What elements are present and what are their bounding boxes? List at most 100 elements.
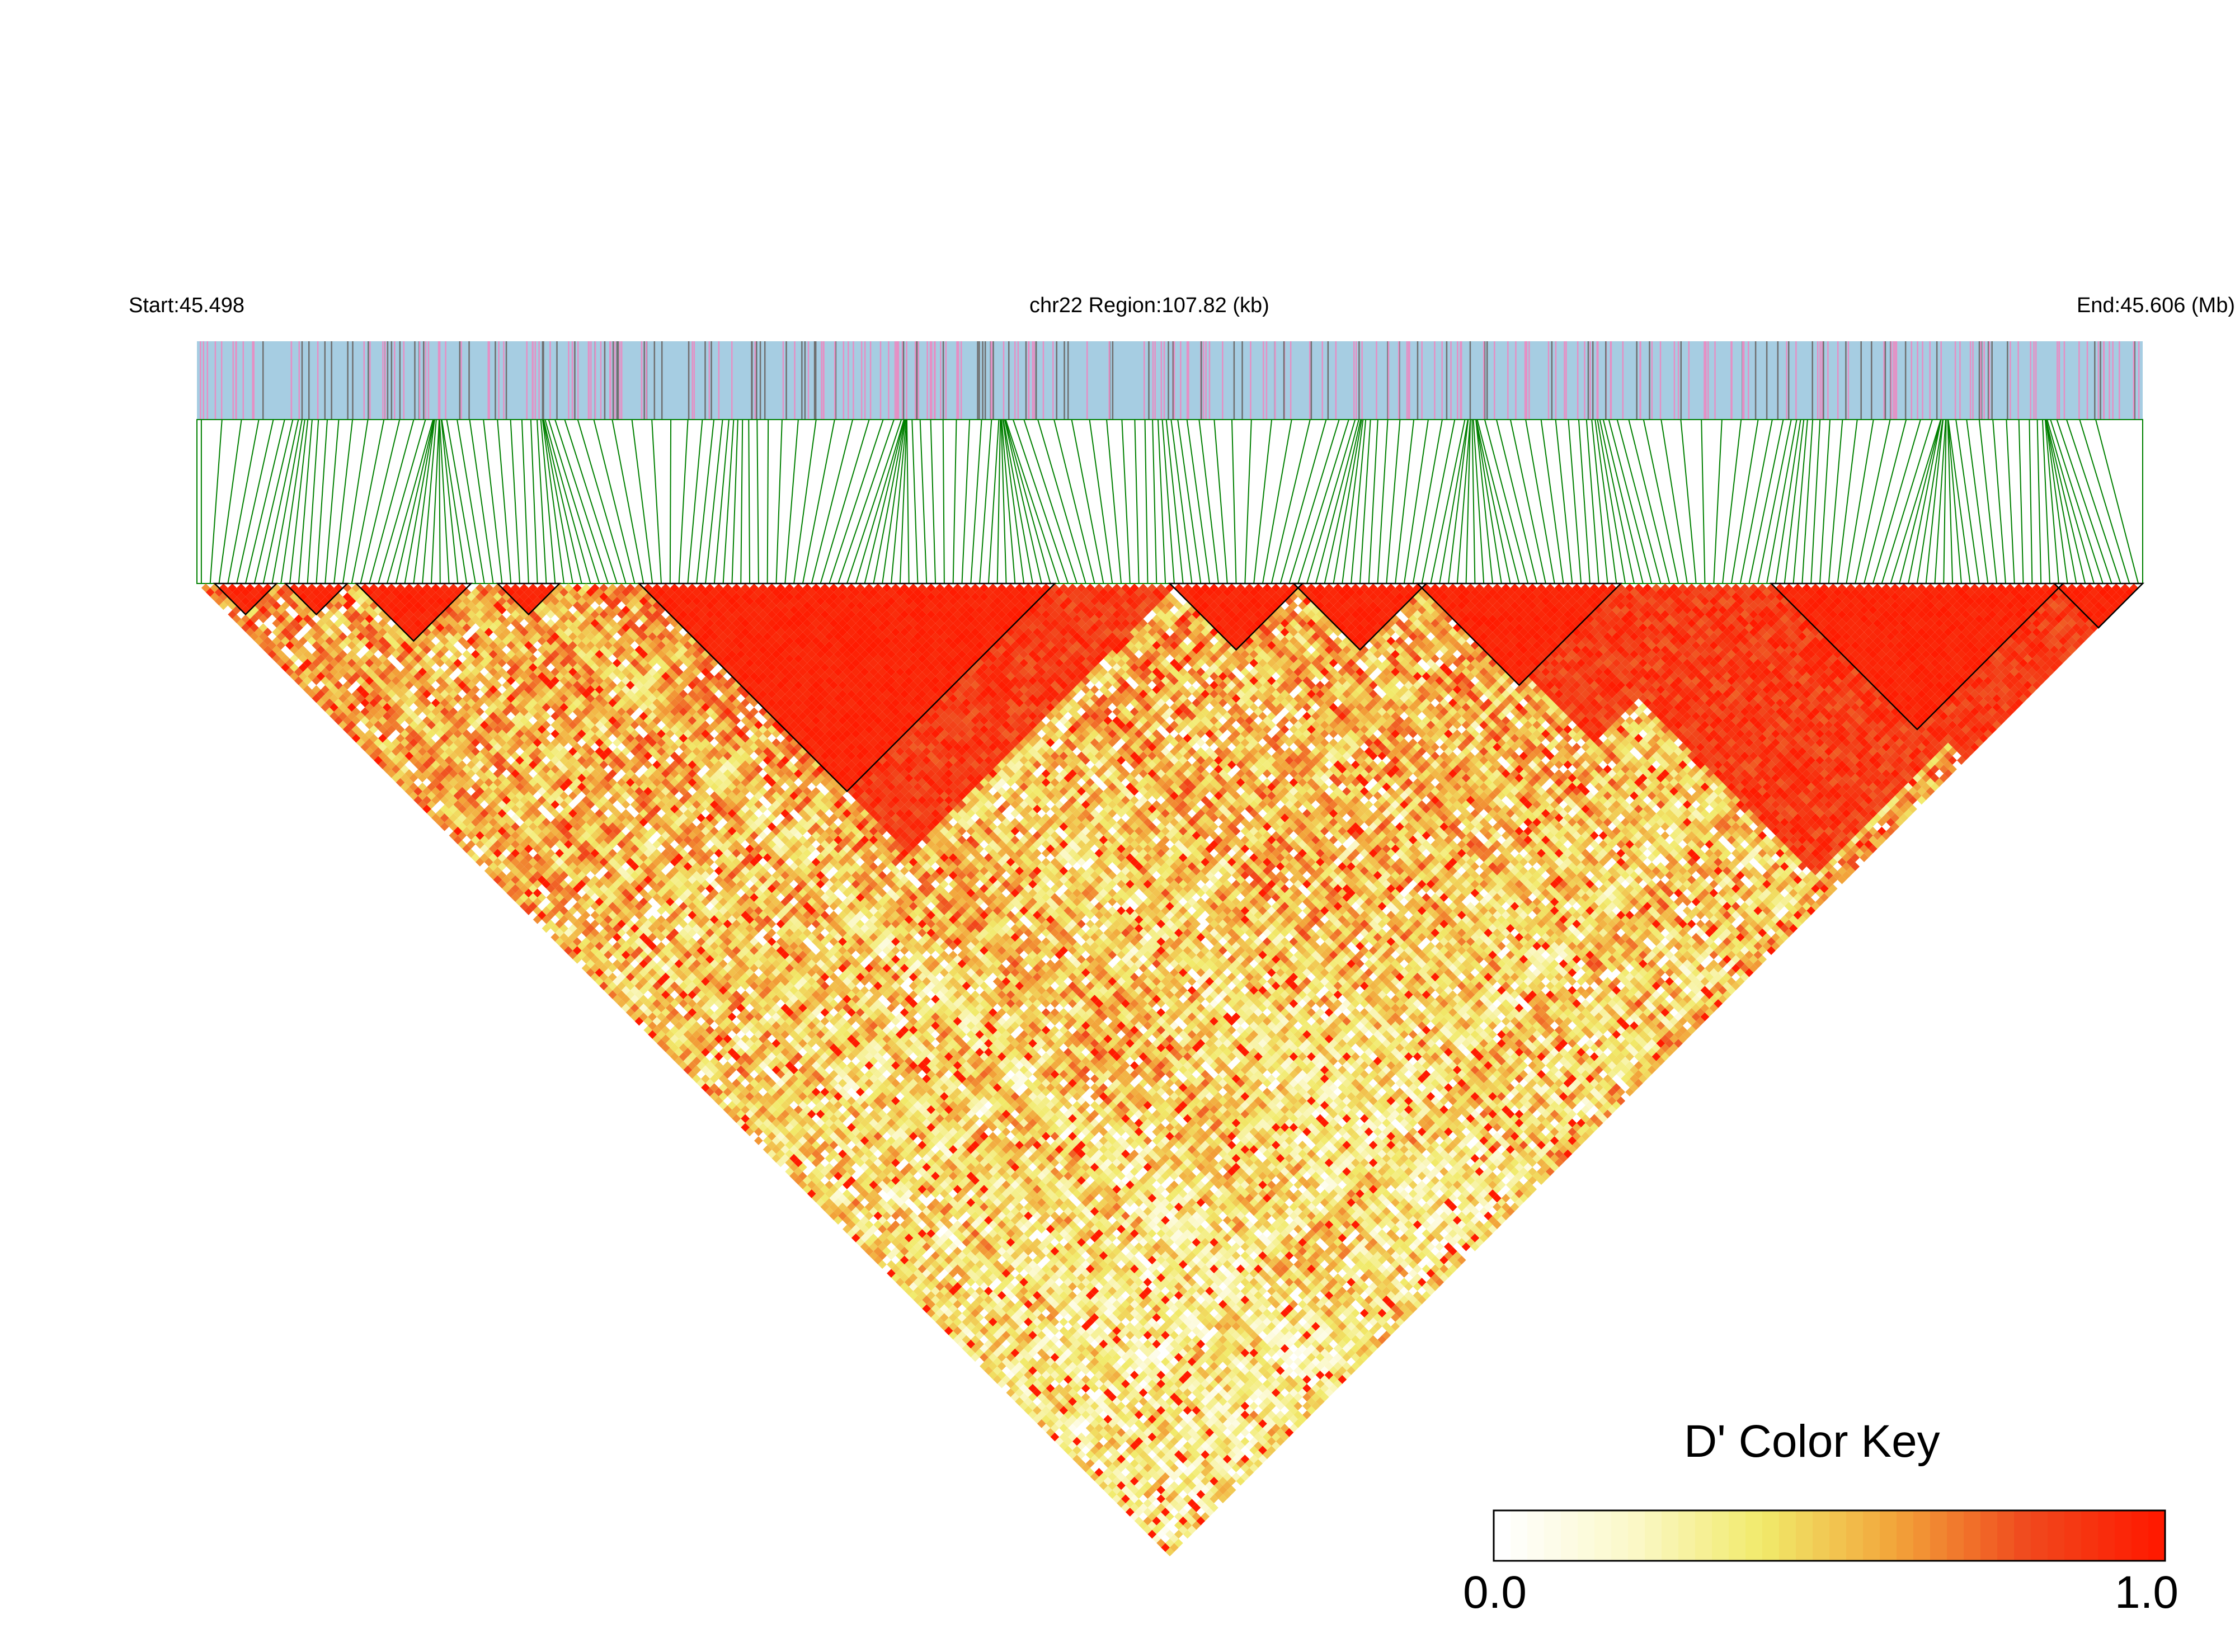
snp-connector-line <box>316 419 328 584</box>
snp-connector-line <box>395 419 435 584</box>
ld-cell <box>1077 1450 1086 1460</box>
track-variant-tick <box>2033 341 2035 420</box>
track-variant-tick <box>301 341 303 420</box>
track-variant-tick <box>2030 341 2031 420</box>
track-variant-tick <box>643 341 645 420</box>
track-variant-tick <box>688 341 690 420</box>
snp-connector-line <box>577 419 627 584</box>
snp-connector-line <box>1324 419 1362 584</box>
track-variant-tick <box>1434 341 1436 420</box>
track-variant-tick <box>1358 341 1360 420</box>
ld-cell <box>1130 1503 1139 1512</box>
snp-connector-line <box>1475 419 1494 584</box>
snp-connector-line <box>1359 419 1371 584</box>
ld-cell <box>736 1109 746 1119</box>
snp-connector-line <box>987 419 1000 584</box>
snp-connector-line <box>244 419 285 584</box>
snp-connector-line <box>631 419 653 584</box>
ld-cell <box>798 1171 807 1181</box>
track-variant-tick <box>853 341 854 420</box>
track-variant-tick <box>1936 341 1938 420</box>
track-variant-tick <box>1589 341 1591 420</box>
snp-connector-line <box>2006 419 2015 584</box>
track-variant-tick <box>1017 341 1019 420</box>
track-variant-tick <box>1551 341 1553 420</box>
track-variant-tick <box>2086 341 2088 420</box>
track-variant-tick <box>1172 341 1174 420</box>
ld-cell <box>988 1362 997 1371</box>
snp-connector-line <box>1003 419 1033 584</box>
ld-cell <box>900 1282 909 1291</box>
snp-connector-line <box>1947 419 1962 584</box>
snp-connector-line <box>2079 419 2130 584</box>
track-variant-tick <box>1884 341 1886 420</box>
track-variant-tick <box>1274 341 1276 420</box>
snp-connector-line <box>740 419 744 584</box>
snp-connector-line <box>1476 419 1520 584</box>
snp-connector-line <box>1456 419 1471 584</box>
track-variant-tick <box>704 341 706 420</box>
snp-connector-line <box>1071 419 1104 584</box>
ld-cell <box>1059 1441 1069 1451</box>
ld-cell <box>957 1339 967 1349</box>
snp-connector-line <box>882 419 906 584</box>
ld-cell <box>1046 1419 1055 1428</box>
track-variant-tick <box>1222 341 1224 420</box>
track-variant-tick <box>572 341 573 420</box>
track-variant-tick <box>1983 341 1985 420</box>
ld-cell <box>767 1149 777 1159</box>
snp-connector-line <box>351 419 385 584</box>
ld-cell <box>1072 1446 1081 1455</box>
ld-cell <box>909 1291 918 1300</box>
ld-cell <box>342 716 352 725</box>
ld-cell <box>846 1220 856 1230</box>
track-variant-tick <box>352 341 354 420</box>
track-variant-tick <box>600 341 602 420</box>
snp-connector-line <box>307 419 319 584</box>
ld-cell <box>404 787 414 796</box>
snp-connector-line <box>1748 419 1784 584</box>
track-variant-tick <box>1233 341 1235 420</box>
ld-cell <box>1037 1410 1046 1419</box>
snp-connector-line <box>1555 419 1573 584</box>
track-variant-tick <box>794 341 796 420</box>
track-variant-tick <box>390 341 393 420</box>
snp-connector-line <box>540 419 556 584</box>
snp-connector-line <box>1000 419 1007 584</box>
ld-cell <box>992 1366 1002 1375</box>
track-variant-tick <box>1025 341 1027 420</box>
track-variant-tick <box>641 341 643 420</box>
ld-cell <box>820 1193 830 1203</box>
track-variant-tick <box>445 341 446 420</box>
snp-connector-line <box>530 419 538 584</box>
snp-connector-line <box>1421 419 1456 584</box>
snp-connector-line <box>811 419 854 584</box>
track-variant-tick <box>1421 341 1423 420</box>
track-variant-tick <box>984 341 986 420</box>
ld-cell <box>1072 1455 1081 1464</box>
track-variant-tick <box>821 341 822 420</box>
ld-cell <box>1015 1397 1024 1406</box>
snp-connector-line <box>713 419 730 584</box>
snp-connector-line <box>1004 419 1042 584</box>
track-variant-tick <box>1704 341 1706 420</box>
track-variant-tick <box>549 341 551 420</box>
snp-connector-line <box>342 419 369 584</box>
track-variant-tick <box>308 341 310 420</box>
track-variant-tick <box>614 341 616 420</box>
snp-connector-line <box>593 419 636 584</box>
track-variant-tick <box>1056 341 1057 420</box>
snp-connector-line <box>1439 419 1469 584</box>
track-variant-tick <box>1241 341 1243 420</box>
snp-connector-line <box>1739 419 1773 584</box>
snp-connector-line <box>1306 419 1356 584</box>
ld-cell <box>1032 1406 1042 1415</box>
snp-connector-line <box>1810 419 1821 584</box>
snp-connector-line <box>386 419 434 584</box>
track-variant-tick <box>2133 341 2135 420</box>
snp-connector-line <box>262 419 299 584</box>
ld-cell <box>838 1211 847 1221</box>
snp-connector-line <box>906 419 910 584</box>
snp-connector-line <box>1134 419 1140 584</box>
ld-cell <box>785 1167 794 1176</box>
